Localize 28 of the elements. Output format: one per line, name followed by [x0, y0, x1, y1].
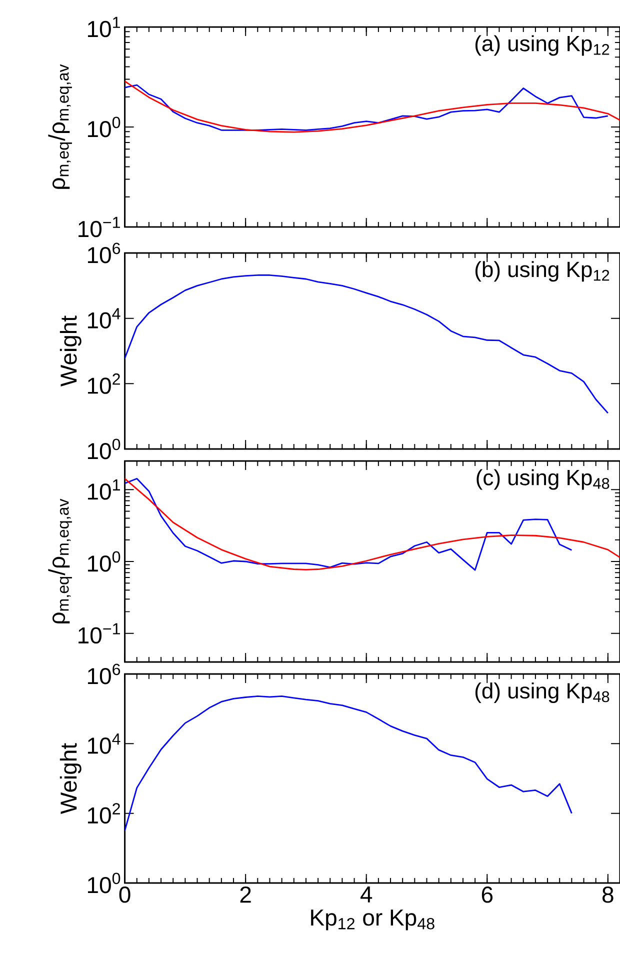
annotation: (c) using Kp$_{48}$	[476, 469, 610, 490]
y-tick-label: 10$^{6}$	[88, 242, 120, 264]
y-tick-label: 10$^{0}$	[88, 438, 120, 460]
y-tick-label: 10$^{1}$	[88, 16, 120, 38]
y-tick-label: 10$^{2}$	[88, 373, 120, 394]
x-tick-label: 6	[482, 886, 493, 903]
x-tick-label: 2	[240, 886, 251, 903]
annotation: (d) using Kp$_{48}$	[475, 682, 610, 703]
annotation: (b) using Kp$_{12}$	[475, 261, 610, 282]
y-tick-label: 10$^{1}$	[88, 479, 120, 500]
y-tick-label: 10$^{6}$	[88, 664, 120, 684]
annotation: (a) using Kp$_{12}$	[475, 35, 610, 56]
x-axis-title: Kp$_{12}$ or Kp$_{48}$	[311, 910, 434, 930]
x-tick-label: 4	[360, 886, 372, 902]
y-tick-label: 10$^{−1}$	[78, 216, 120, 238]
y-axis-title: Weight	[60, 316, 82, 386]
y-axis-title: ρ$_{m,eq}$/ρ$_{m,eq,av}$	[48, 498, 72, 624]
y-tick-label: 10$^{2}$	[88, 803, 120, 824]
y-tick-label: 10$^{−1}$	[78, 623, 120, 644]
y-tick-label: 10$^{4}$	[88, 308, 120, 328]
x-tick-label: 0	[119, 886, 130, 903]
y-tick-label: 10$^{4}$	[88, 733, 120, 754]
y-tick-label: 10$^{0}$	[88, 551, 120, 572]
y-axis-title: ρ$_{m,eq}$/ρ$_{m,eq,av}$	[48, 64, 72, 189]
y-axis-title: Weight	[60, 743, 82, 814]
x-tick-label: 8	[602, 886, 614, 903]
y-tick-label: 10$^{0}$	[88, 872, 120, 894]
y-tick-label: 10$^{0}$	[88, 116, 120, 138]
